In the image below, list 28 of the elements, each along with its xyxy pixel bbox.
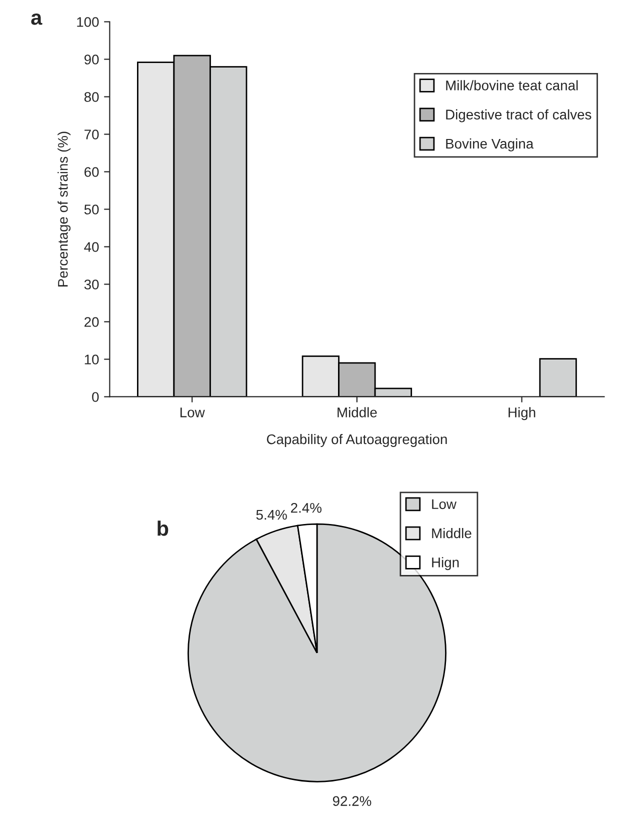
text: b	[158, 520, 168, 536]
legend-label: Hign	[432, 557, 459, 570]
legend-label: Digestive tract of calves	[446, 109, 592, 122]
y-tick-label: 50	[84, 204, 99, 214]
legend-label: Bovine Vagina	[446, 138, 534, 152]
chart-title: a	[31, 13, 42, 25]
x-tick-label: Low	[180, 408, 205, 418]
data-label: 2.4%	[291, 502, 322, 513]
x-tick-label: High	[508, 407, 536, 420]
y-axis-title: Percentage of strains (%)	[58, 132, 71, 286]
legend-label: Low	[432, 499, 456, 510]
x-axis-title: Capability of Autoaggregation	[266, 434, 447, 447]
x-tick-label: Middle	[338, 407, 377, 418]
data-label: 5.4%	[256, 510, 287, 520]
y-tick-label: 90	[84, 54, 99, 64]
y-tick-label: 10	[84, 354, 99, 364]
bar	[539, 358, 577, 397]
legend-label: Middle	[432, 528, 472, 538]
y-tick-label: 0	[92, 392, 99, 402]
y-tick-label: 30	[84, 280, 99, 290]
y-tick-label: 60	[84, 167, 99, 177]
legend-label: Milk/bovine teat canal	[446, 80, 578, 90]
y-tick-label: 70	[84, 130, 99, 140]
y-tick-label: 100	[77, 17, 99, 27]
data-label: 92.2%	[332, 796, 372, 806]
y-tick-label: 40	[84, 242, 99, 252]
y-tick-label: 20	[84, 317, 99, 327]
y-tick-label: 80	[84, 92, 99, 102]
